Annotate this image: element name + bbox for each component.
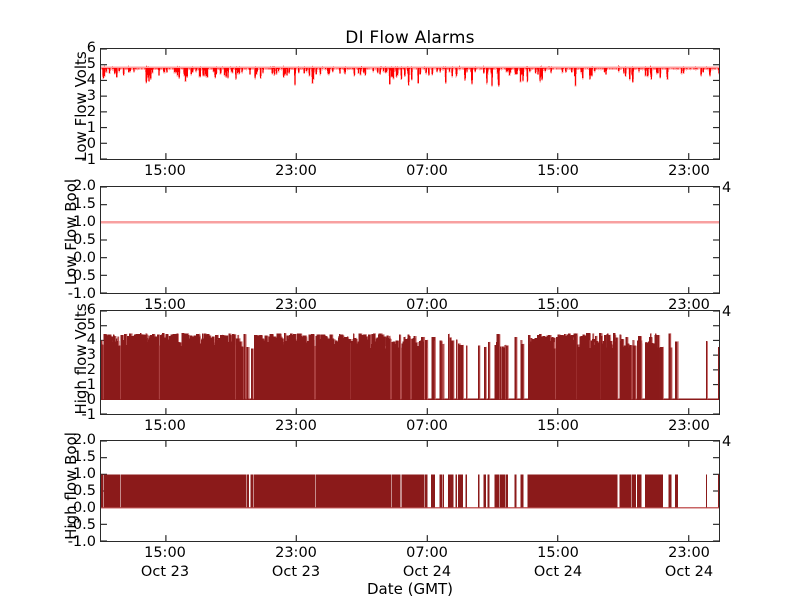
subplot-high-flow-volts xyxy=(100,310,720,415)
ytick-label: 0 xyxy=(86,392,96,408)
xtick-label: 07:00 xyxy=(406,297,448,313)
subplot-high-flow-bool xyxy=(100,440,720,542)
ytick-label: 3 xyxy=(86,347,96,363)
ytick-label: -1.0 xyxy=(67,534,96,550)
xtick-label: 15:00 xyxy=(537,545,579,561)
ytick-label: 3 xyxy=(86,88,96,104)
xtick-label: 15:00 xyxy=(144,545,186,561)
ytick-label: 2 xyxy=(86,362,96,378)
xtick-label: 07:00 xyxy=(406,163,448,179)
xtick-label: 23:00 xyxy=(668,418,710,434)
xtick-date-label: Oct 24 xyxy=(402,564,452,580)
ytick-label: -0.5 xyxy=(67,517,96,533)
xtick-label: 15:00 xyxy=(537,418,579,434)
ytick-label: 2.0 xyxy=(72,432,96,448)
xtick-label: 07:00 xyxy=(406,545,448,561)
xtick-overflow-label: 4 xyxy=(722,180,732,196)
plot-area-low-flow-bool xyxy=(101,187,719,293)
ytick-label: 5 xyxy=(86,317,96,333)
xtick-label: 23:00 xyxy=(275,418,317,434)
subplot-low-flow-bool xyxy=(100,186,720,294)
subplot-low-flow-volts xyxy=(100,48,720,160)
ytick-label: 1.5 xyxy=(72,196,96,212)
ytick-label: -1 xyxy=(81,407,96,423)
xtick-label: 07:00 xyxy=(406,418,448,434)
xtick-label: 15:00 xyxy=(144,163,186,179)
ytick-label: 5 xyxy=(86,56,96,72)
page-title: DI Flow Alarms xyxy=(345,28,475,48)
xtick-overflow-label: 4 xyxy=(722,304,732,320)
xtick-label: 23:00 xyxy=(275,163,317,179)
ytick-label: 1.0 xyxy=(72,214,96,230)
xtick-label: 23:00 xyxy=(275,297,317,313)
plot-area-high-flow-bool xyxy=(101,441,719,541)
plot-area-high-flow-volts xyxy=(101,311,719,414)
ytick-label: 2 xyxy=(86,104,96,120)
ytick-label: 1.0 xyxy=(72,466,96,482)
xtick-overflow-label: 4 xyxy=(722,434,732,450)
xtick-label: 23:00 xyxy=(668,297,710,313)
ytick-label: 0.0 xyxy=(72,500,96,516)
ytick-label: -1 xyxy=(81,152,96,168)
ytick-label: 0.5 xyxy=(72,483,96,499)
xtick-label: 15:00 xyxy=(537,297,579,313)
xtick-label: 23:00 xyxy=(668,163,710,179)
xlabel: Date (GMT) xyxy=(366,580,454,598)
xtick-date-label: Oct 23 xyxy=(140,564,190,580)
xtick-label: 23:00 xyxy=(668,545,710,561)
xtick-label: 15:00 xyxy=(144,297,186,313)
ytick-label: 0 xyxy=(86,136,96,152)
xtick-label: 23:00 xyxy=(275,545,317,561)
xtick-label: 15:00 xyxy=(537,163,579,179)
ytick-label: 6 xyxy=(86,40,96,56)
xtick-date-label: Oct 24 xyxy=(664,564,714,580)
ytick-label: 0.5 xyxy=(72,232,96,248)
ytick-label: 0.0 xyxy=(72,250,96,266)
xtick-label: 15:00 xyxy=(144,418,186,434)
plot-area-low-flow-volts xyxy=(101,49,719,159)
ytick-label: -1.0 xyxy=(67,286,96,302)
xtick-date-label: Oct 24 xyxy=(533,564,583,580)
ytick-label: 1 xyxy=(86,377,96,393)
ytick-label: -0.5 xyxy=(67,268,96,284)
ytick-label: 1.5 xyxy=(72,449,96,465)
ytick-label: 1 xyxy=(86,120,96,136)
ytick-label: 2.0 xyxy=(72,178,96,194)
xtick-date-label: Oct 23 xyxy=(271,564,321,580)
ytick-label: 6 xyxy=(86,302,96,318)
ytick-label: 4 xyxy=(86,72,96,88)
ytick-label: 4 xyxy=(86,332,96,348)
